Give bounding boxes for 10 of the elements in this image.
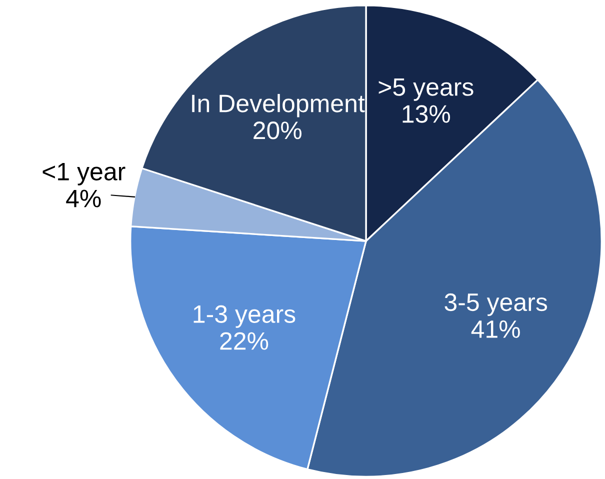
data-label: 20% xyxy=(254,122,302,140)
data-label: 4% xyxy=(66,190,101,208)
slice-label: In Development xyxy=(192,94,365,118)
slice-label: <1 year xyxy=(42,163,126,186)
data-label: 41% xyxy=(471,320,520,338)
slice-label: >5 years xyxy=(378,78,474,101)
slice-label: 1-3 years xyxy=(194,305,296,328)
data-label: 22% xyxy=(220,332,268,350)
data-label: 13% xyxy=(402,105,450,123)
slice-label: 3-5 years xyxy=(444,293,548,316)
